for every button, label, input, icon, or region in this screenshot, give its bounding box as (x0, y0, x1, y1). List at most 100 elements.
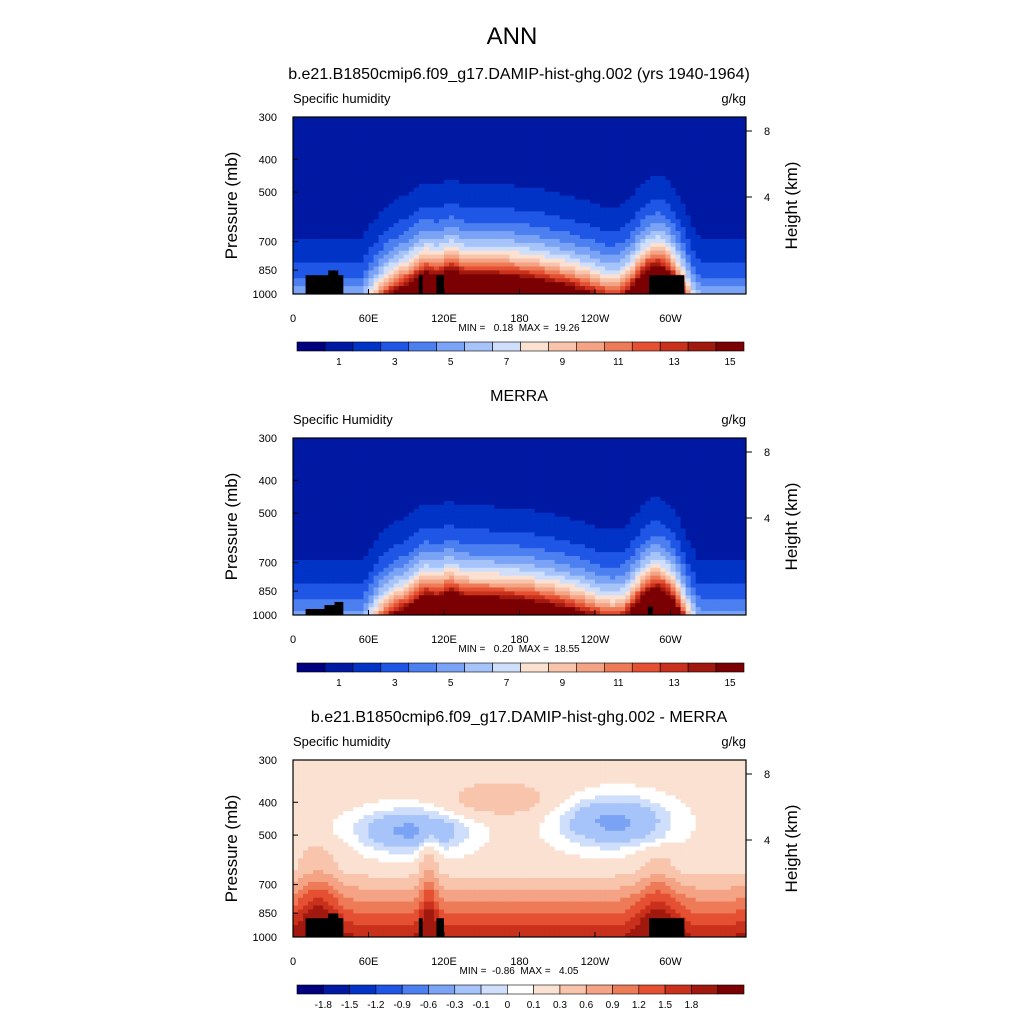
contour-cell (554, 290, 561, 294)
contour-cell (620, 282, 626, 287)
contour-cell (660, 469, 667, 474)
contour-cell (398, 258, 405, 264)
contour-cell (433, 270, 440, 275)
x-tick-label: 0 (290, 313, 296, 325)
contour-cell (449, 258, 455, 264)
contour-cell (444, 453, 450, 459)
contour-cell (484, 148, 490, 153)
contour-cell (459, 278, 465, 283)
contour-cell (680, 152, 687, 157)
contour-cell (428, 235, 435, 240)
contour-cell (393, 453, 400, 459)
contour-cell (333, 187, 339, 193)
contour-cell (544, 266, 551, 271)
contour-cell (620, 195, 626, 201)
contour-cell (308, 445, 314, 451)
contour-cell (423, 203, 430, 209)
contour-cell (504, 453, 511, 459)
contour-cell (313, 250, 319, 256)
contour-cell (408, 250, 415, 256)
contour-cell (338, 179, 344, 185)
contour-cell (680, 262, 687, 268)
contour-cell (474, 223, 480, 228)
contour-cell (705, 445, 712, 451)
contour-cell (489, 164, 495, 169)
contour-cell (373, 124, 380, 130)
contour-cell (323, 461, 329, 467)
contour-cell (444, 168, 450, 173)
contour-cell (675, 172, 682, 177)
contour-cell (323, 441, 329, 447)
contour-cell (328, 191, 334, 197)
contour-cell (559, 176, 566, 181)
contour-cell (640, 469, 646, 474)
contour-cell (403, 262, 410, 268)
contour-cell (625, 183, 631, 189)
contour-cell (529, 465, 536, 471)
contour-cell (670, 215, 677, 220)
contour-cell (680, 270, 687, 275)
contour-cell (418, 211, 425, 216)
contour-cell (584, 140, 591, 146)
contour-cell (298, 168, 304, 173)
contour-cell (398, 242, 405, 248)
contour-cell (388, 207, 395, 212)
contour-cell (298, 242, 304, 248)
contour-cell (398, 168, 405, 173)
contour-cell (549, 453, 556, 459)
contour-cell (715, 258, 722, 264)
contour-cell (323, 438, 329, 443)
contour-cell (725, 438, 732, 443)
contour-cell (499, 187, 505, 193)
contour-cell (433, 144, 440, 150)
contour-cell (559, 235, 566, 240)
contour-cell (615, 282, 621, 287)
contour-cell (388, 461, 395, 467)
contour-cell (459, 183, 465, 189)
contour-cell (343, 191, 349, 197)
contour-cell (710, 231, 717, 236)
contour-cell (383, 219, 390, 224)
land-mask-block (418, 275, 423, 294)
contour-cell (625, 457, 631, 463)
contour-cell (459, 156, 465, 161)
contour-cell (313, 262, 319, 268)
contour-cell (610, 231, 616, 236)
contour-cell (610, 465, 616, 471)
contour-cell (630, 124, 636, 130)
contour-cell (705, 227, 712, 232)
contour-cell (635, 191, 641, 197)
contour-cell (675, 238, 682, 244)
contour-cell (620, 152, 626, 157)
contour-cell (338, 136, 344, 142)
contour-cell (433, 227, 440, 232)
contour-cell (509, 469, 516, 474)
contour-cell (469, 203, 475, 209)
contour-cell (509, 215, 516, 220)
colorbar-label: 3 (392, 357, 398, 368)
contour-cell (338, 453, 344, 459)
contour-cell (579, 128, 586, 134)
contour-cell (494, 211, 500, 216)
contour-cell (454, 152, 460, 157)
contour-cell (680, 211, 687, 216)
contour-cell (655, 203, 662, 209)
contour-cell (695, 238, 702, 244)
contour-cell (564, 207, 571, 212)
contour-cell (615, 262, 621, 268)
contour-cell (433, 246, 440, 252)
contour-cell (574, 176, 581, 181)
contour-cell (700, 278, 707, 283)
contour-cell (383, 441, 390, 447)
contour-cell (705, 172, 712, 177)
contour-cell (484, 203, 490, 209)
contour-cell (650, 223, 656, 228)
contour-cell (670, 227, 677, 232)
contour-cell (670, 176, 677, 181)
contour-cell (579, 449, 586, 455)
contour-cell (469, 278, 475, 283)
contour-cell (368, 250, 375, 256)
contour-cell (584, 120, 591, 126)
contour-cell (433, 152, 440, 157)
contour-cell (358, 144, 365, 150)
